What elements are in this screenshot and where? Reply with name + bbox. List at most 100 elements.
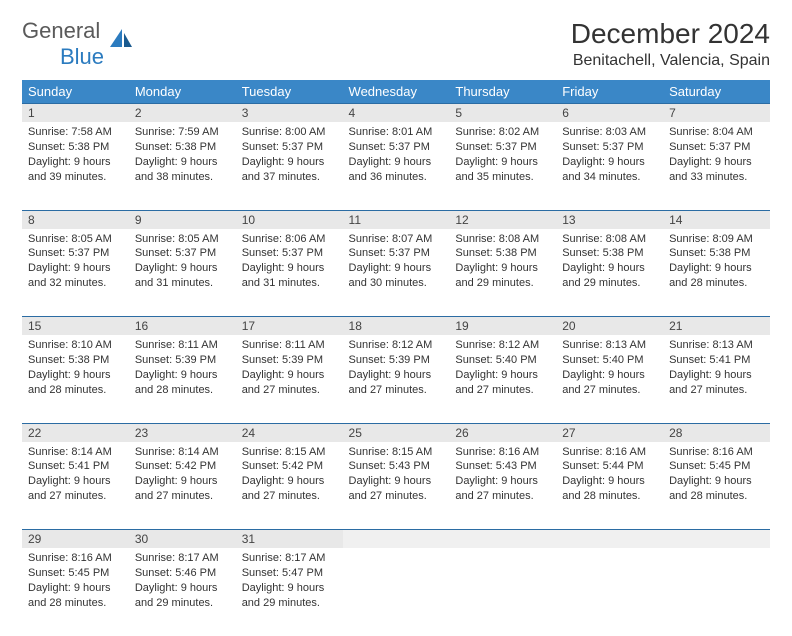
day-content-cell: Sunrise: 8:07 AMSunset: 5:37 PMDaylight:… xyxy=(343,229,450,317)
day-content-row: Sunrise: 8:10 AMSunset: 5:38 PMDaylight:… xyxy=(22,335,770,423)
day-content-cell: Sunrise: 8:05 AMSunset: 5:37 PMDaylight:… xyxy=(22,229,129,317)
daylight-line: Daylight: 9 hours and 37 minutes. xyxy=(242,155,337,185)
sunset-line: Sunset: 5:46 PM xyxy=(135,566,230,581)
sunrise-line: Sunrise: 8:15 AM xyxy=(242,445,337,460)
day-number-cell: 29 xyxy=(22,530,129,549)
day-number-cell: 28 xyxy=(663,423,770,442)
day-content-cell xyxy=(449,548,556,636)
day-number-cell: 11 xyxy=(343,210,450,229)
sunrise-line: Sunrise: 8:06 AM xyxy=(242,232,337,247)
day-number-cell: 16 xyxy=(129,317,236,336)
day-number-cell: 25 xyxy=(343,423,450,442)
day-content-cell: Sunrise: 8:10 AMSunset: 5:38 PMDaylight:… xyxy=(22,335,129,423)
day-content-cell: Sunrise: 8:16 AMSunset: 5:43 PMDaylight:… xyxy=(449,442,556,530)
sunrise-line: Sunrise: 8:16 AM xyxy=(669,445,764,460)
daylight-line: Daylight: 9 hours and 33 minutes. xyxy=(669,155,764,185)
day-number-cell: 30 xyxy=(129,530,236,549)
sunrise-line: Sunrise: 8:17 AM xyxy=(242,551,337,566)
day-number-cell xyxy=(343,530,450,549)
day-content-cell: Sunrise: 8:16 AMSunset: 5:45 PMDaylight:… xyxy=(663,442,770,530)
sunset-line: Sunset: 5:38 PM xyxy=(28,140,123,155)
day-content-row: Sunrise: 8:16 AMSunset: 5:45 PMDaylight:… xyxy=(22,548,770,636)
daylight-line: Daylight: 9 hours and 27 minutes. xyxy=(669,368,764,398)
daylight-line: Daylight: 9 hours and 32 minutes. xyxy=(28,261,123,291)
day-content-cell: Sunrise: 8:17 AMSunset: 5:47 PMDaylight:… xyxy=(236,548,343,636)
day-number-cell: 21 xyxy=(663,317,770,336)
day-number-cell: 9 xyxy=(129,210,236,229)
sunrise-line: Sunrise: 8:12 AM xyxy=(349,338,444,353)
weekday-header: Saturday xyxy=(663,80,770,104)
day-number-cell xyxy=(663,530,770,549)
daylight-line: Daylight: 9 hours and 27 minutes. xyxy=(135,474,230,504)
sunrise-line: Sunrise: 8:13 AM xyxy=(562,338,657,353)
sunrise-line: Sunrise: 8:10 AM xyxy=(28,338,123,353)
day-content-cell: Sunrise: 8:15 AMSunset: 5:42 PMDaylight:… xyxy=(236,442,343,530)
day-number-cell: 27 xyxy=(556,423,663,442)
day-content-cell: Sunrise: 8:14 AMSunset: 5:42 PMDaylight:… xyxy=(129,442,236,530)
day-content-cell: Sunrise: 8:09 AMSunset: 5:38 PMDaylight:… xyxy=(663,229,770,317)
day-content-cell xyxy=(556,548,663,636)
sunset-line: Sunset: 5:39 PM xyxy=(349,353,444,368)
weekday-header: Friday xyxy=(556,80,663,104)
daylight-line: Daylight: 9 hours and 29 minutes. xyxy=(135,581,230,611)
day-content-row: Sunrise: 8:14 AMSunset: 5:41 PMDaylight:… xyxy=(22,442,770,530)
daylight-line: Daylight: 9 hours and 29 minutes. xyxy=(562,261,657,291)
day-content-cell: Sunrise: 8:14 AMSunset: 5:41 PMDaylight:… xyxy=(22,442,129,530)
sunrise-line: Sunrise: 8:02 AM xyxy=(455,125,550,140)
day-number-cell: 24 xyxy=(236,423,343,442)
day-content-row: Sunrise: 8:05 AMSunset: 5:37 PMDaylight:… xyxy=(22,229,770,317)
day-content-cell xyxy=(663,548,770,636)
calendar-table: SundayMondayTuesdayWednesdayThursdayFrid… xyxy=(22,80,770,636)
day-content-cell: Sunrise: 8:03 AMSunset: 5:37 PMDaylight:… xyxy=(556,122,663,210)
sunset-line: Sunset: 5:43 PM xyxy=(349,459,444,474)
day-content-cell: Sunrise: 8:02 AMSunset: 5:37 PMDaylight:… xyxy=(449,122,556,210)
weekday-header: Tuesday xyxy=(236,80,343,104)
daylight-line: Daylight: 9 hours and 28 minutes. xyxy=(669,474,764,504)
daylight-line: Daylight: 9 hours and 28 minutes. xyxy=(28,368,123,398)
sunrise-line: Sunrise: 8:11 AM xyxy=(242,338,337,353)
day-content-cell: Sunrise: 8:15 AMSunset: 5:43 PMDaylight:… xyxy=(343,442,450,530)
day-content-cell: Sunrise: 8:17 AMSunset: 5:46 PMDaylight:… xyxy=(129,548,236,636)
day-content-cell: Sunrise: 8:12 AMSunset: 5:39 PMDaylight:… xyxy=(343,335,450,423)
sunset-line: Sunset: 5:42 PM xyxy=(242,459,337,474)
day-number-cell: 6 xyxy=(556,104,663,123)
sunrise-line: Sunrise: 8:16 AM xyxy=(562,445,657,460)
sunrise-line: Sunrise: 8:05 AM xyxy=(135,232,230,247)
daylight-line: Daylight: 9 hours and 27 minutes. xyxy=(28,474,123,504)
sunrise-line: Sunrise: 7:59 AM xyxy=(135,125,230,140)
logo: General Blue xyxy=(22,18,134,70)
sunrise-line: Sunrise: 8:08 AM xyxy=(562,232,657,247)
day-number-cell: 15 xyxy=(22,317,129,336)
daylight-line: Daylight: 9 hours and 31 minutes. xyxy=(242,261,337,291)
daylight-line: Daylight: 9 hours and 28 minutes. xyxy=(28,581,123,611)
day-number-cell: 7 xyxy=(663,104,770,123)
day-content-cell: Sunrise: 7:59 AMSunset: 5:38 PMDaylight:… xyxy=(129,122,236,210)
day-content-cell: Sunrise: 8:13 AMSunset: 5:40 PMDaylight:… xyxy=(556,335,663,423)
daylight-line: Daylight: 9 hours and 28 minutes. xyxy=(562,474,657,504)
daylight-line: Daylight: 9 hours and 39 minutes. xyxy=(28,155,123,185)
sunset-line: Sunset: 5:38 PM xyxy=(135,140,230,155)
daylight-line: Daylight: 9 hours and 27 minutes. xyxy=(562,368,657,398)
daylight-line: Daylight: 9 hours and 27 minutes. xyxy=(455,368,550,398)
daylight-line: Daylight: 9 hours and 29 minutes. xyxy=(455,261,550,291)
daylight-line: Daylight: 9 hours and 35 minutes. xyxy=(455,155,550,185)
day-number-row: 22232425262728 xyxy=(22,423,770,442)
sunset-line: Sunset: 5:45 PM xyxy=(669,459,764,474)
day-number-cell: 19 xyxy=(449,317,556,336)
sunrise-line: Sunrise: 8:01 AM xyxy=(349,125,444,140)
day-content-cell: Sunrise: 8:11 AMSunset: 5:39 PMDaylight:… xyxy=(236,335,343,423)
day-content-cell: Sunrise: 8:16 AMSunset: 5:44 PMDaylight:… xyxy=(556,442,663,530)
sunrise-line: Sunrise: 8:11 AM xyxy=(135,338,230,353)
title-block: December 2024 Benitachell, Valencia, Spa… xyxy=(571,18,770,70)
sunrise-line: Sunrise: 8:15 AM xyxy=(349,445,444,460)
daylight-line: Daylight: 9 hours and 28 minutes. xyxy=(135,368,230,398)
day-content-cell: Sunrise: 8:04 AMSunset: 5:37 PMDaylight:… xyxy=(663,122,770,210)
sunset-line: Sunset: 5:42 PM xyxy=(135,459,230,474)
day-number-cell: 10 xyxy=(236,210,343,229)
daylight-line: Daylight: 9 hours and 27 minutes. xyxy=(242,368,337,398)
sunrise-line: Sunrise: 8:12 AM xyxy=(455,338,550,353)
day-number-cell: 3 xyxy=(236,104,343,123)
day-content-cell: Sunrise: 8:12 AMSunset: 5:40 PMDaylight:… xyxy=(449,335,556,423)
daylight-line: Daylight: 9 hours and 38 minutes. xyxy=(135,155,230,185)
sunset-line: Sunset: 5:40 PM xyxy=(455,353,550,368)
